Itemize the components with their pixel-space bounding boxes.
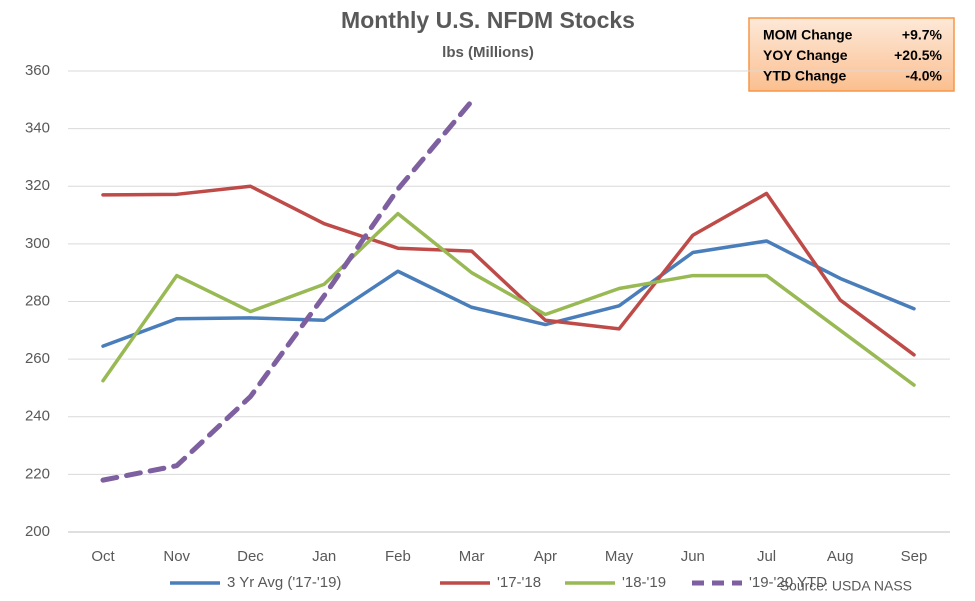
series-line [101, 239, 916, 348]
x-tick-label: Jul [757, 548, 776, 565]
legend-label: 3 Yr Avg ('17-'19) [227, 574, 341, 591]
series-line [100, 98, 475, 483]
chart-subtitle: lbs (Millions) [442, 44, 534, 61]
x-tick-label: Sep [901, 548, 928, 565]
y-tick-label: 300 [25, 235, 50, 252]
x-tick-label: Apr [534, 548, 557, 565]
stats-box [748, 17, 955, 92]
y-tick-label: 240 [25, 408, 50, 425]
legend-label: '19-'20 YTD [749, 574, 827, 591]
y-tick-label: 360 [25, 62, 50, 79]
stats-value: +9.7% [902, 27, 943, 43]
x-tick-label: May [605, 548, 634, 565]
chart-title: Monthly U.S. NFDM Stocks [341, 7, 635, 33]
series-line [101, 184, 916, 357]
x-tick-label: Dec [237, 548, 264, 565]
stats-value: +20.5% [894, 47, 942, 63]
y-tick-label: 200 [25, 523, 50, 540]
y-tick-label: 320 [25, 177, 50, 194]
x-tick-label: Jun [681, 548, 705, 565]
y-tick-label: 280 [25, 292, 50, 309]
y-tick-label: 340 [25, 120, 50, 137]
y-tick-label: 220 [25, 465, 50, 482]
legend-label: '18-'19 [622, 574, 666, 591]
x-tick-label: Mar [459, 548, 485, 565]
x-tick-label: Feb [385, 548, 411, 565]
x-tick-label: Jan [312, 548, 336, 565]
series-line [101, 211, 916, 387]
stats-value: -4.0% [905, 68, 942, 84]
x-tick-label: Aug [827, 548, 854, 565]
stats-label: MOM Change [763, 27, 853, 43]
y-tick-label: 260 [25, 350, 50, 367]
stats-label: YTD Change [763, 68, 846, 84]
x-tick-label: Oct [91, 548, 115, 565]
x-tick-label: Nov [163, 548, 190, 565]
source: Source: USDA NASS [780, 578, 912, 594]
stats-label: YOY Change [763, 47, 848, 63]
legend-label: '17-'18 [497, 574, 541, 591]
